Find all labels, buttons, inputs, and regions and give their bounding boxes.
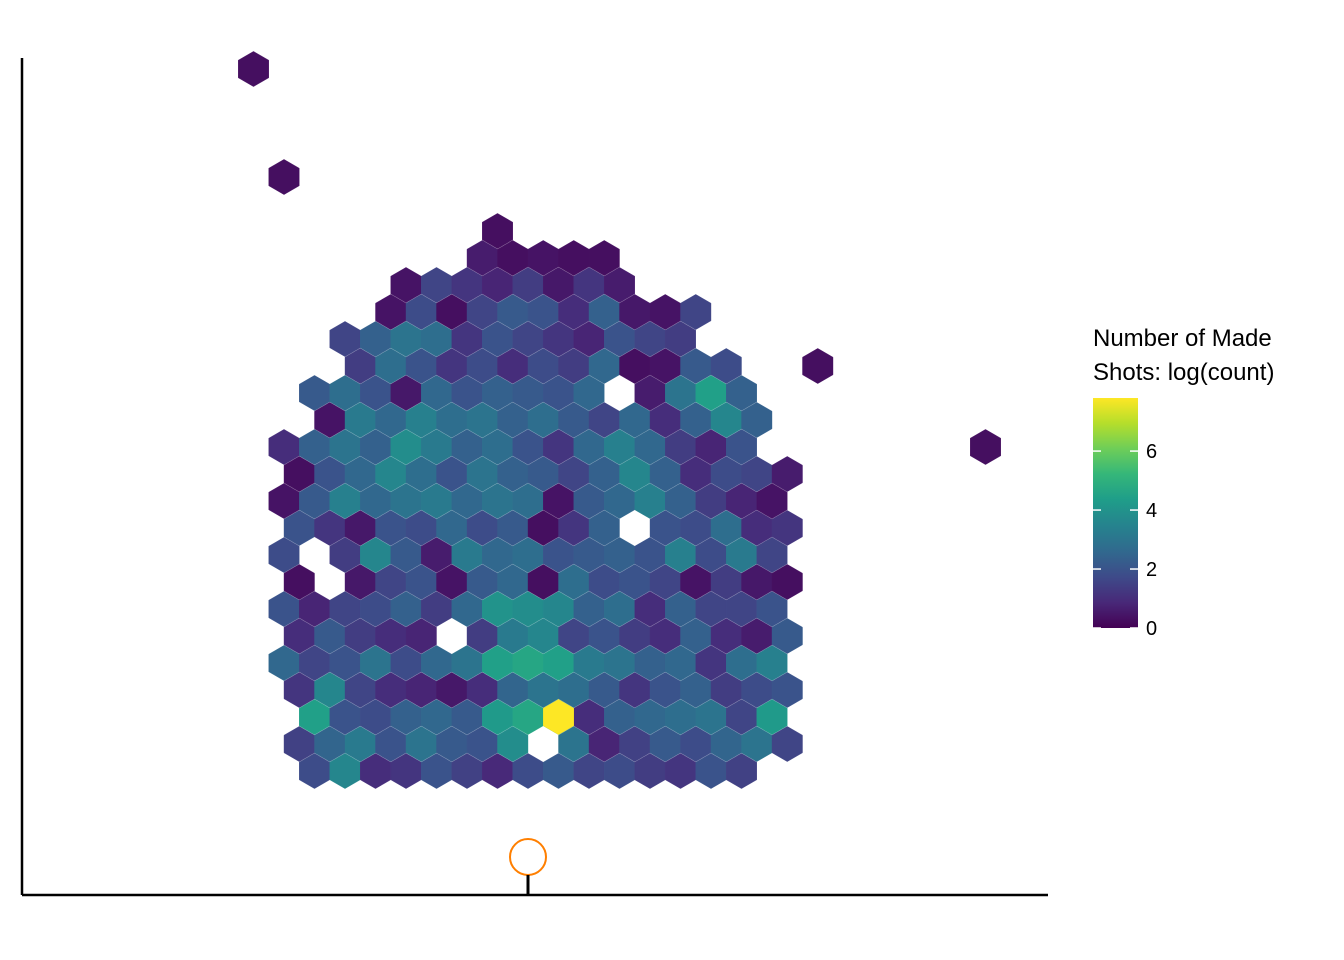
hex-cell [771, 726, 803, 762]
hex-cell [771, 456, 803, 492]
hex-cell [405, 618, 437, 654]
hex-cell [771, 510, 803, 546]
hex-cell [665, 321, 696, 357]
hex-cell [756, 699, 788, 735]
hex-cell [268, 537, 300, 573]
hexbin-cells [238, 51, 1001, 789]
hex-cell [497, 726, 529, 762]
legend-title-line-2: Shots: log(count) [1093, 359, 1274, 386]
legend: Number of Made Shots: log(count) 0 2 4 6 [1093, 325, 1274, 640]
hex-cell [543, 699, 574, 735]
hex-cell [573, 375, 605, 411]
hex-cell [756, 537, 788, 573]
hex-cell [283, 564, 315, 600]
hex-cell [726, 753, 757, 789]
hex-cell [726, 429, 757, 465]
legend-tick-label: 2 [1146, 559, 1157, 581]
hex-cell [680, 294, 712, 330]
hex-cell [771, 564, 803, 600]
hex-cell [268, 159, 300, 195]
hex-cell [726, 375, 757, 411]
hex-cell [482, 213, 513, 249]
hex-cell [588, 510, 620, 546]
hex-cell [238, 51, 269, 87]
hoop-rim [509, 838, 547, 876]
legend-tick-label: 0 [1146, 618, 1157, 640]
hex-cell [802, 348, 834, 384]
legend-title-line-1: Number of Made [1093, 325, 1272, 352]
hex-cell [741, 402, 773, 438]
hex-cell [588, 240, 620, 276]
legend-ticks: 0 2 4 6 [1093, 441, 1157, 640]
hex-cell [756, 645, 788, 681]
legend-tick-label: 4 [1146, 500, 1157, 522]
hex-cell [604, 267, 635, 303]
legend-tick-label: 6 [1146, 441, 1157, 463]
hex-cell [771, 618, 803, 654]
hex-cell [756, 591, 788, 627]
hex-cell [756, 483, 788, 519]
hex-cell [710, 348, 742, 384]
hex-cell [771, 672, 803, 708]
hex-cell [970, 429, 1001, 465]
legend-colorbar [1093, 398, 1138, 628]
